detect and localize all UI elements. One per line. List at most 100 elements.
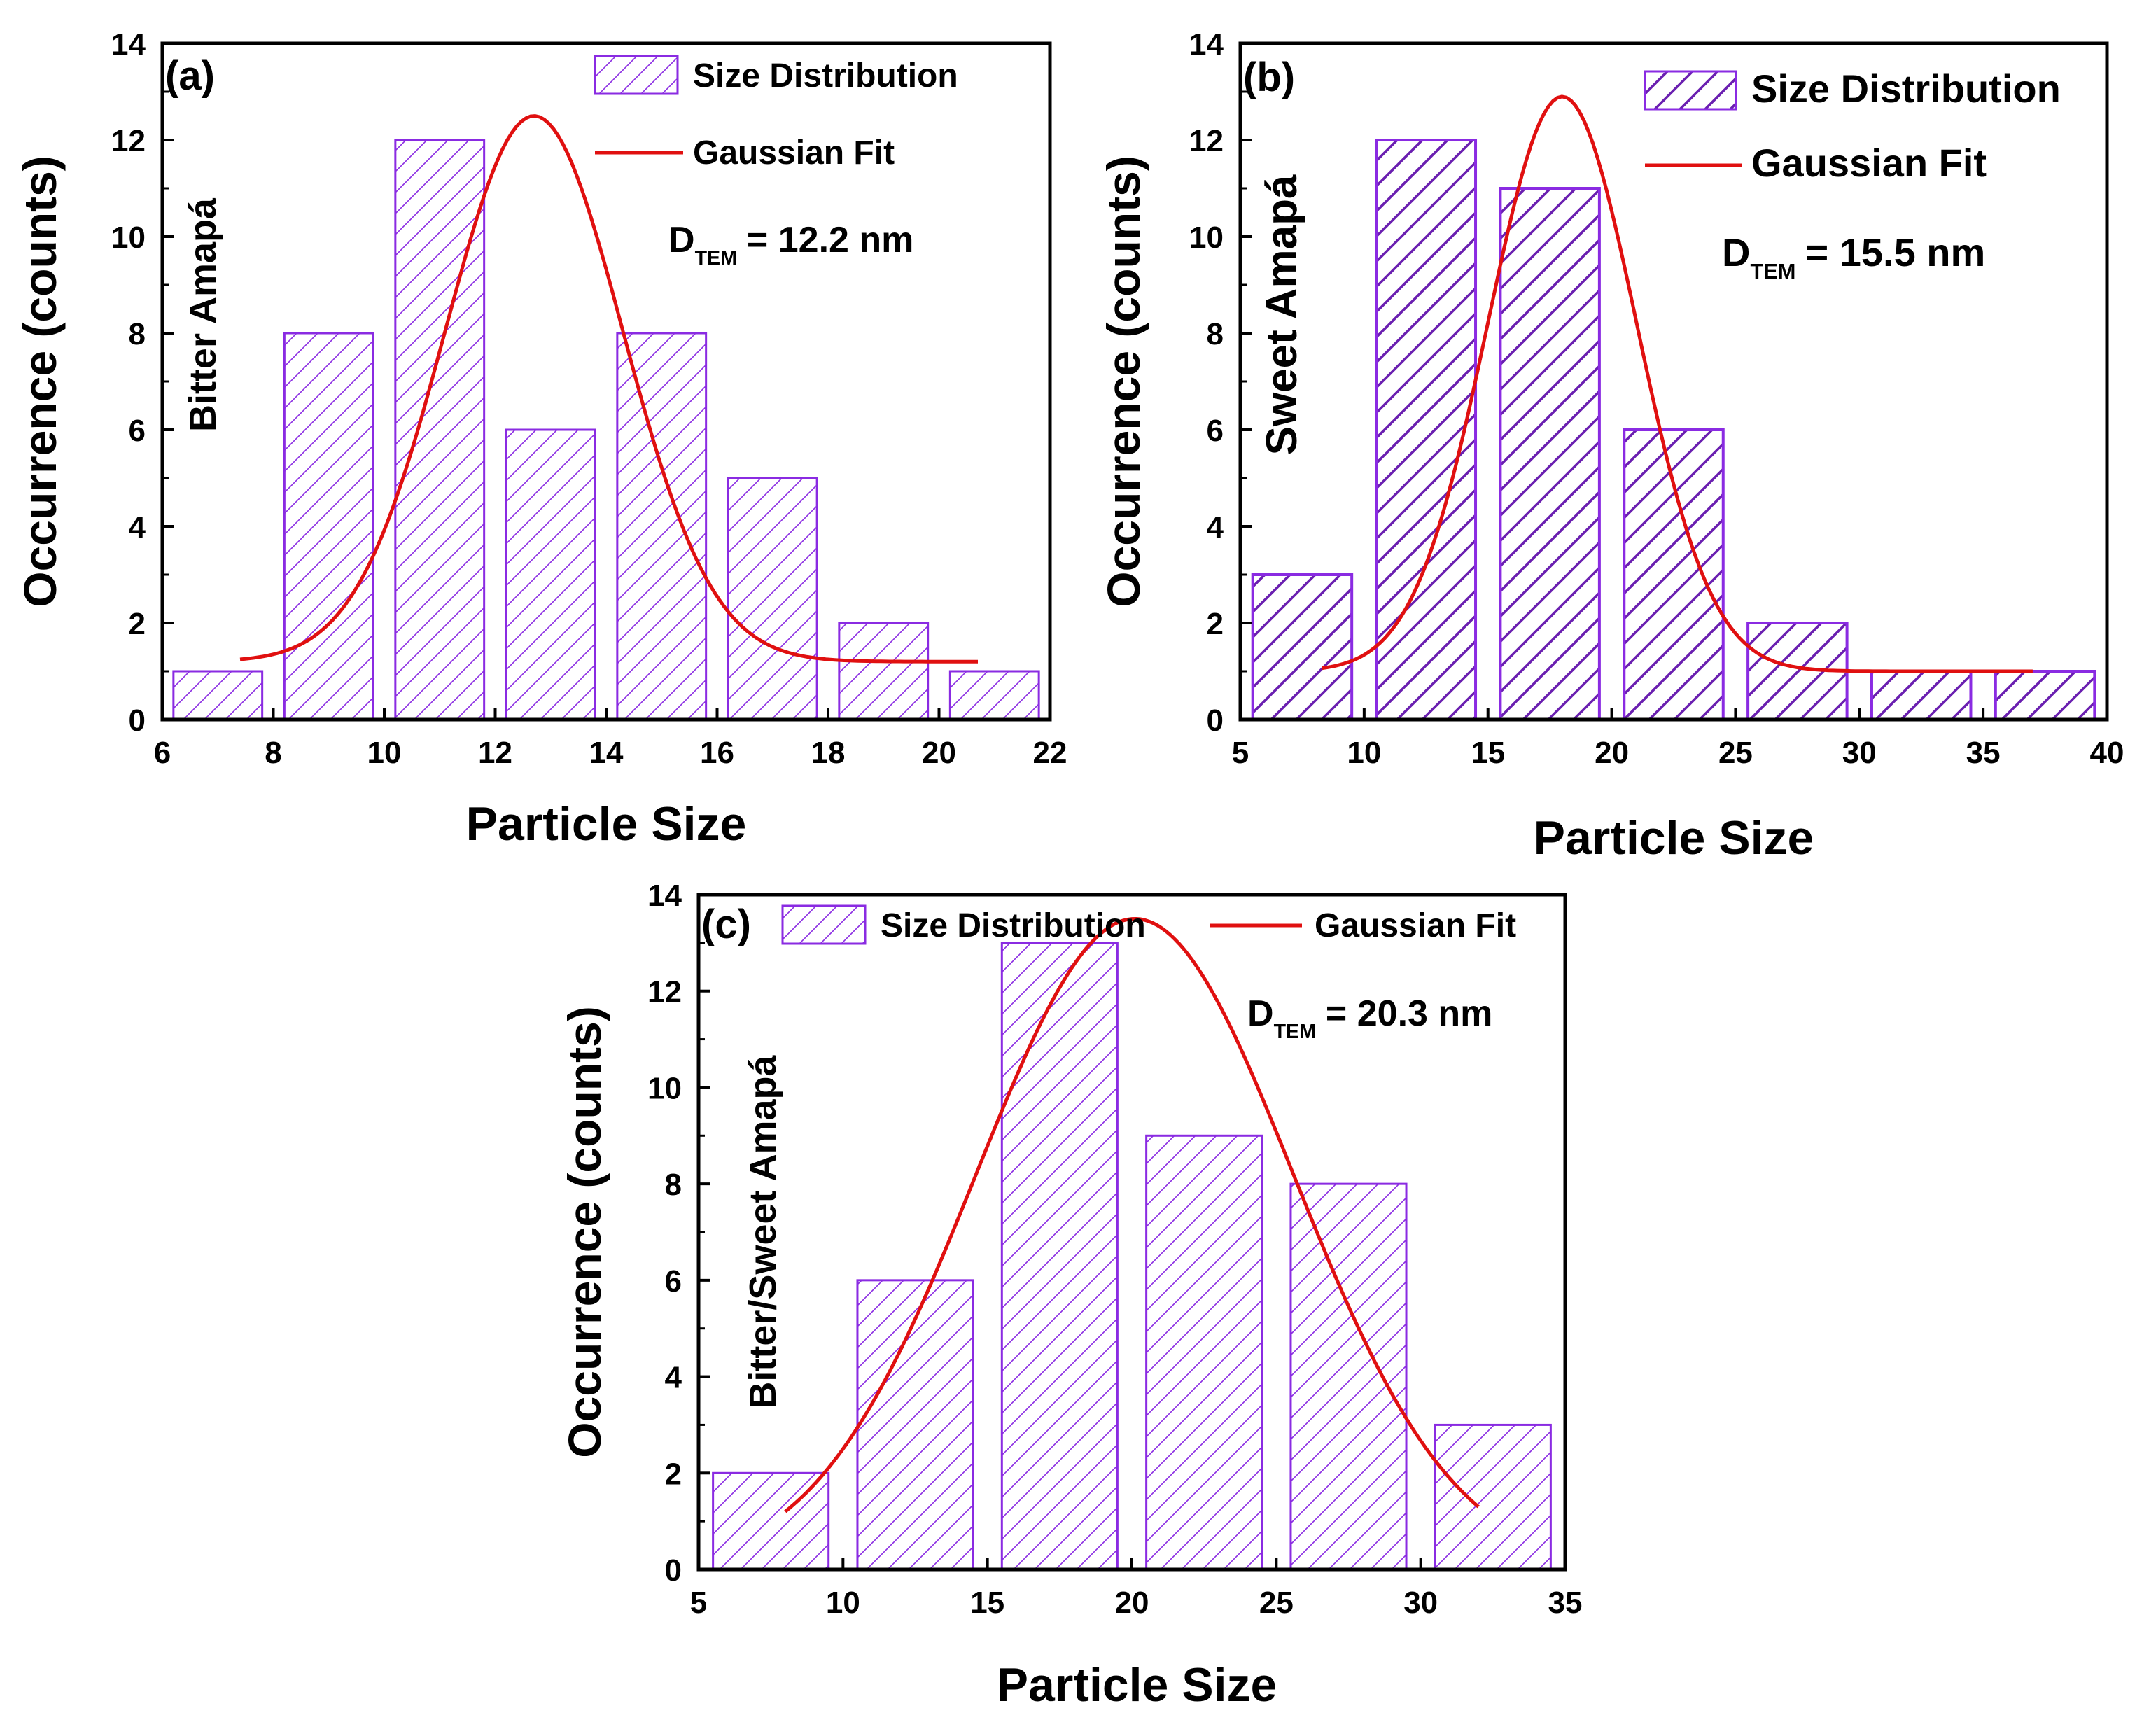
bar-c-2 xyxy=(1000,941,1119,1571)
x-tick-label-b-2: 15 xyxy=(1471,736,1505,770)
y-tick-label-a-4: 8 xyxy=(129,317,146,351)
legend-fit-label-b: Gaussian Fit xyxy=(1751,141,1987,185)
x-tick-label-b-0: 5 xyxy=(1232,736,1249,770)
bar-c-4 xyxy=(1289,1182,1408,1571)
legend-c: Size Distribution Gaussian Fit xyxy=(781,904,1516,945)
gaussian-fit-curve-b xyxy=(1322,94,2033,673)
x-tick-label-a-7: 20 xyxy=(922,736,956,770)
gaussian-fit-curve-a xyxy=(239,114,978,664)
bars-c xyxy=(712,941,1552,1571)
x-tick-label-b-6: 35 xyxy=(1966,736,2001,770)
dtem-value-b: = 15.5 nm xyxy=(1805,230,1985,274)
y-tick-label-a-6: 12 xyxy=(111,124,146,158)
x-tick-label-b-4: 25 xyxy=(1718,736,1753,770)
dtem-symbol-a: D xyxy=(668,220,695,260)
y-tick-label-a-0: 0 xyxy=(129,704,146,738)
x-tick-label-c-6: 35 xyxy=(1548,1586,1583,1620)
x-tick-label-b-1: 10 xyxy=(1347,736,1381,770)
legend-bar-label-a: Size Distribution xyxy=(693,57,958,94)
x-tick-label-a-2: 10 xyxy=(368,736,402,770)
bar-b-6 xyxy=(1994,670,2096,721)
x-tick-label-c-5: 30 xyxy=(1404,1586,1438,1620)
y-tick-label-a-2: 4 xyxy=(129,510,146,545)
x-tick-label-b-7: 40 xyxy=(2090,736,2124,770)
y-tick-label-c-5: 10 xyxy=(648,1071,682,1105)
x-tick-label-c-2: 15 xyxy=(970,1586,1004,1620)
sample-label-b: Sweet Amapá xyxy=(1258,174,1306,455)
panel-label-c: (c) xyxy=(701,902,751,947)
legend-bar-label-b: Size Distribution xyxy=(1751,66,2061,111)
bar-c-3 xyxy=(1145,1134,1264,1571)
y-axis-title-a: Occurrence (counts) xyxy=(14,155,66,608)
dtem-symbol-b: D xyxy=(1722,230,1750,274)
y-tick-label-b-5: 10 xyxy=(1189,220,1224,255)
dtem-text-a: DTEM = 12.2 nm xyxy=(668,220,913,270)
bar-a-1 xyxy=(283,332,374,721)
bar-b-2 xyxy=(1499,187,1601,721)
y-axis-title-b: Occurrence (counts) xyxy=(1098,155,1149,608)
x-tick-label-b-3: 20 xyxy=(1595,736,1629,770)
x-tick-label-a-1: 8 xyxy=(265,736,281,770)
panel-label-b: (b) xyxy=(1243,55,1295,100)
y-tick-label-b-2: 4 xyxy=(1207,510,1224,545)
sample-label-a: Bitter Amapá xyxy=(182,197,224,432)
bar-a-2 xyxy=(394,139,486,721)
y-tick-label-c-7: 14 xyxy=(648,878,682,913)
dtem-annotation-a: DTEM = 12.2 nm xyxy=(668,220,913,270)
panel-a: 0 2 4 6 8 10 12 14 6 8 10 12 14 16 18 20 22 Particle Size… xyxy=(14,27,1067,850)
bar-b-1 xyxy=(1375,139,1478,721)
legend-a: Size Distribution Gaussian Fit xyxy=(594,55,958,172)
legend-bar-swatch-a xyxy=(594,55,679,95)
bars-a xyxy=(172,139,1040,721)
x-tick-label-a-3: 12 xyxy=(478,736,512,770)
bar-a-4 xyxy=(616,332,708,721)
bar-a-6 xyxy=(838,622,930,721)
bar-b-5 xyxy=(1870,670,1973,721)
legend-fit-label-a: Gaussian Fit xyxy=(693,134,895,172)
x-axis-title-c: Particle Size xyxy=(997,1658,1278,1712)
dtem-subscript-c: TEM xyxy=(1274,1021,1316,1043)
x-tick-label-c-0: 5 xyxy=(690,1586,707,1620)
x-axis-title-a: Particle Size xyxy=(466,797,747,850)
y-tick-label-c-4: 8 xyxy=(665,1168,682,1202)
x-tick-label-c-3: 20 xyxy=(1115,1586,1149,1620)
y-tick-label-c-2: 4 xyxy=(665,1361,682,1395)
bar-c-5 xyxy=(1434,1423,1552,1571)
bar-a-5 xyxy=(727,477,818,721)
y-tick-label-b-3: 6 xyxy=(1207,414,1224,448)
y-tick-label-a-7: 14 xyxy=(111,27,146,62)
bar-b-0 xyxy=(1251,573,1354,721)
x-axis-title-b: Particle Size xyxy=(1534,811,1814,864)
x-tick-label-a-6: 18 xyxy=(811,736,846,770)
bar-a-7 xyxy=(948,670,1040,721)
x-tick-label-a-4: 14 xyxy=(589,736,624,770)
dtem-text-c: DTEM = 20.3 nm xyxy=(1247,993,1492,1043)
y-tick-label-b-7: 14 xyxy=(1189,27,1224,62)
legend-b: Size Distribution Gaussian Fit xyxy=(1644,66,2061,185)
y-tick-label-a-3: 6 xyxy=(129,414,146,448)
legend-bar-swatch-b xyxy=(1644,70,1737,111)
y-tick-label-a-5: 10 xyxy=(111,220,146,255)
dtem-text-b: DTEM = 15.5 nm xyxy=(1722,230,1985,284)
x-tick-label-c-4: 25 xyxy=(1259,1586,1294,1620)
dtem-subscript-b: TEM xyxy=(1750,259,1795,284)
y-tick-label-c-6: 12 xyxy=(648,975,682,1009)
y-tick-label-c-3: 6 xyxy=(665,1264,682,1298)
dtem-annotation-b: DTEM = 15.5 nm xyxy=(1722,230,1985,284)
sample-label-c: Bitter/Sweet Amapá xyxy=(742,1054,784,1408)
y-axis-title-c: Occurrence (counts) xyxy=(559,1006,610,1458)
bar-b-3 xyxy=(1623,428,1725,721)
y-tick-label-b-4: 8 xyxy=(1207,317,1224,351)
dtem-subscript-a: TEM xyxy=(695,247,737,270)
y-tick-label-b-1: 2 xyxy=(1207,607,1224,641)
gaussian-fit-curve-c xyxy=(784,916,1480,1513)
y-tick-label-c-0: 0 xyxy=(665,1553,682,1588)
y-tick-label-b-0: 0 xyxy=(1207,704,1224,738)
dtem-value-c: = 20.3 nm xyxy=(1326,993,1492,1034)
y-tick-label-b-6: 12 xyxy=(1189,124,1224,158)
dtem-annotation-c: DTEM = 20.3 nm xyxy=(1247,993,1492,1043)
bar-a-0 xyxy=(172,670,264,721)
y-tick-label-c-1: 2 xyxy=(665,1457,682,1491)
dtem-symbol-c: D xyxy=(1247,993,1274,1034)
